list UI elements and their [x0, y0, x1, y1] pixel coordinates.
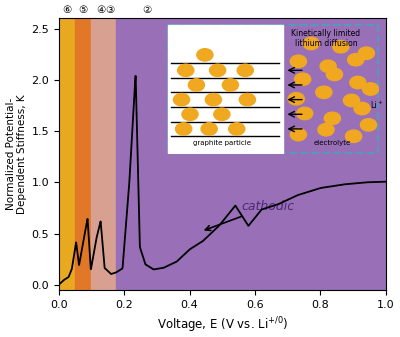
Bar	[116, 19, 386, 290]
Text: ②: ②	[142, 5, 152, 16]
X-axis label: Voltage, E (V vs. Li$^{+/0}$): Voltage, E (V vs. Li$^{+/0}$)	[156, 315, 288, 335]
Bar	[59, 19, 75, 290]
Text: cathodic: cathodic	[205, 200, 295, 231]
Text: ④: ④	[97, 5, 106, 16]
Text: ⑥: ⑥	[62, 5, 72, 16]
Text: ③: ③	[105, 5, 114, 16]
Y-axis label: Normalized Potential-
Dependent Stiffness, K: Normalized Potential- Dependent Stiffnes…	[6, 94, 27, 214]
Text: ⑤: ⑤	[79, 5, 88, 16]
Bar	[92, 19, 116, 290]
Bar	[75, 19, 92, 290]
